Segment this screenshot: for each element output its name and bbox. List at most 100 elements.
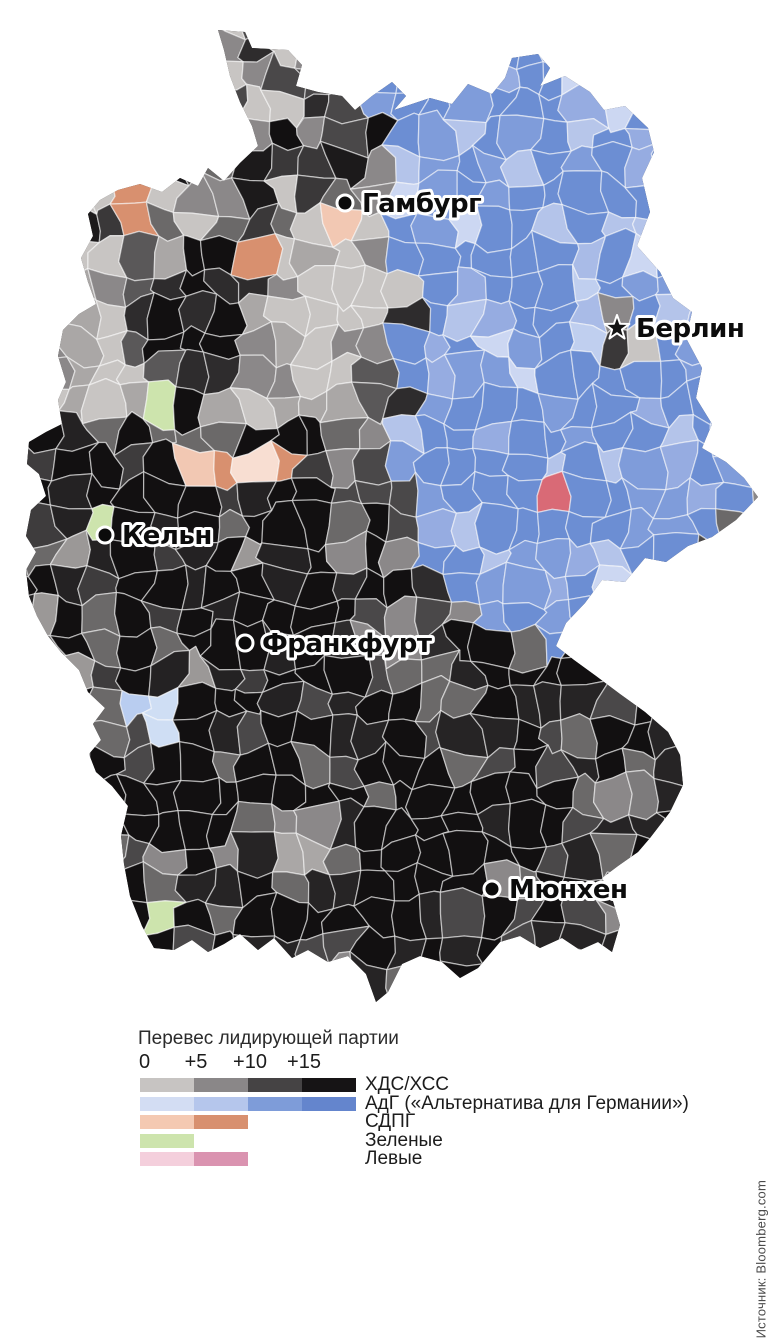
district	[54, 953, 89, 986]
district	[174, 61, 226, 93]
district	[443, 81, 493, 122]
district	[27, 151, 58, 187]
district	[660, 834, 697, 879]
district	[500, 952, 537, 994]
district	[152, 152, 189, 186]
district	[725, 593, 755, 638]
district	[364, 782, 396, 810]
district	[712, 113, 753, 157]
district	[623, 982, 656, 1010]
district	[710, 413, 755, 457]
legend-row: Левые	[0, 1152, 772, 1166]
district	[320, 0, 367, 39]
district	[387, 32, 429, 69]
district	[116, 953, 158, 996]
legend-swatch	[194, 1078, 248, 1092]
district	[25, 986, 70, 1010]
district	[168, 23, 219, 69]
district	[203, 991, 243, 1010]
district	[743, 240, 772, 264]
legend-row: ХДС/ХСС	[0, 1078, 772, 1092]
district	[0, 895, 37, 938]
district	[440, 936, 483, 966]
district	[657, 626, 700, 661]
district	[24, 928, 67, 969]
legend-row-label: ХДС/ХСС	[365, 1075, 449, 1094]
district	[233, 935, 277, 970]
district	[356, 65, 397, 97]
district	[178, 125, 202, 158]
district	[178, 966, 212, 991]
district	[173, 987, 212, 1010]
district	[0, 352, 36, 397]
district	[441, 961, 483, 990]
district	[741, 868, 772, 903]
district	[0, 742, 26, 778]
district	[715, 353, 751, 384]
district	[0, 826, 37, 877]
district	[746, 214, 772, 248]
district	[745, 113, 772, 152]
legend-swatch	[302, 1097, 356, 1111]
district	[26, 726, 62, 760]
city-dot-marker	[97, 527, 113, 543]
legend-tick-0: 0	[139, 1051, 150, 1074]
district	[686, 782, 725, 817]
district	[382, 988, 428, 1010]
district	[388, 0, 425, 39]
district	[202, 84, 248, 125]
district	[476, 981, 514, 1010]
district	[740, 512, 772, 545]
district	[52, 56, 96, 90]
district	[292, 965, 330, 993]
district	[0, 151, 39, 189]
district	[418, 0, 452, 38]
district	[320, 22, 362, 70]
district	[0, 230, 34, 273]
district	[625, 89, 664, 130]
district	[714, 242, 759, 271]
district	[26, 230, 68, 279]
district	[714, 623, 749, 667]
district	[674, 204, 722, 250]
district	[142, 26, 174, 66]
district	[292, 20, 340, 72]
city-label: Кельн	[122, 521, 212, 551]
district	[173, 0, 218, 37]
district	[742, 301, 772, 336]
districts-layer	[0, 0, 772, 1010]
district	[60, 804, 99, 840]
district	[37, 114, 61, 156]
district	[654, 779, 691, 817]
district	[211, 931, 242, 969]
district	[110, 989, 151, 1011]
legend-swatch	[248, 1097, 302, 1111]
district	[53, 979, 95, 1010]
legend-swatch	[194, 1115, 248, 1129]
district	[115, 0, 152, 29]
district	[651, 89, 691, 128]
legend-tick-10: +10	[233, 1051, 267, 1074]
district	[0, 86, 37, 127]
district	[722, 170, 747, 214]
district	[386, 964, 428, 999]
district	[651, 978, 690, 1010]
legend-swatch	[140, 1134, 194, 1148]
district	[744, 352, 772, 384]
district	[207, 963, 242, 995]
district	[448, 38, 487, 68]
district	[231, 988, 270, 1010]
legend-swatch	[140, 1115, 194, 1129]
district	[112, 122, 156, 152]
district	[199, 117, 246, 152]
legend-row-label: Зеленые	[365, 1131, 443, 1150]
city-dot-marker	[484, 881, 500, 897]
district	[267, 0, 307, 34]
district	[290, 987, 331, 1010]
district	[0, 482, 26, 511]
district	[147, 982, 179, 1010]
district	[82, 114, 122, 146]
district	[0, 416, 34, 449]
district	[111, 143, 156, 175]
